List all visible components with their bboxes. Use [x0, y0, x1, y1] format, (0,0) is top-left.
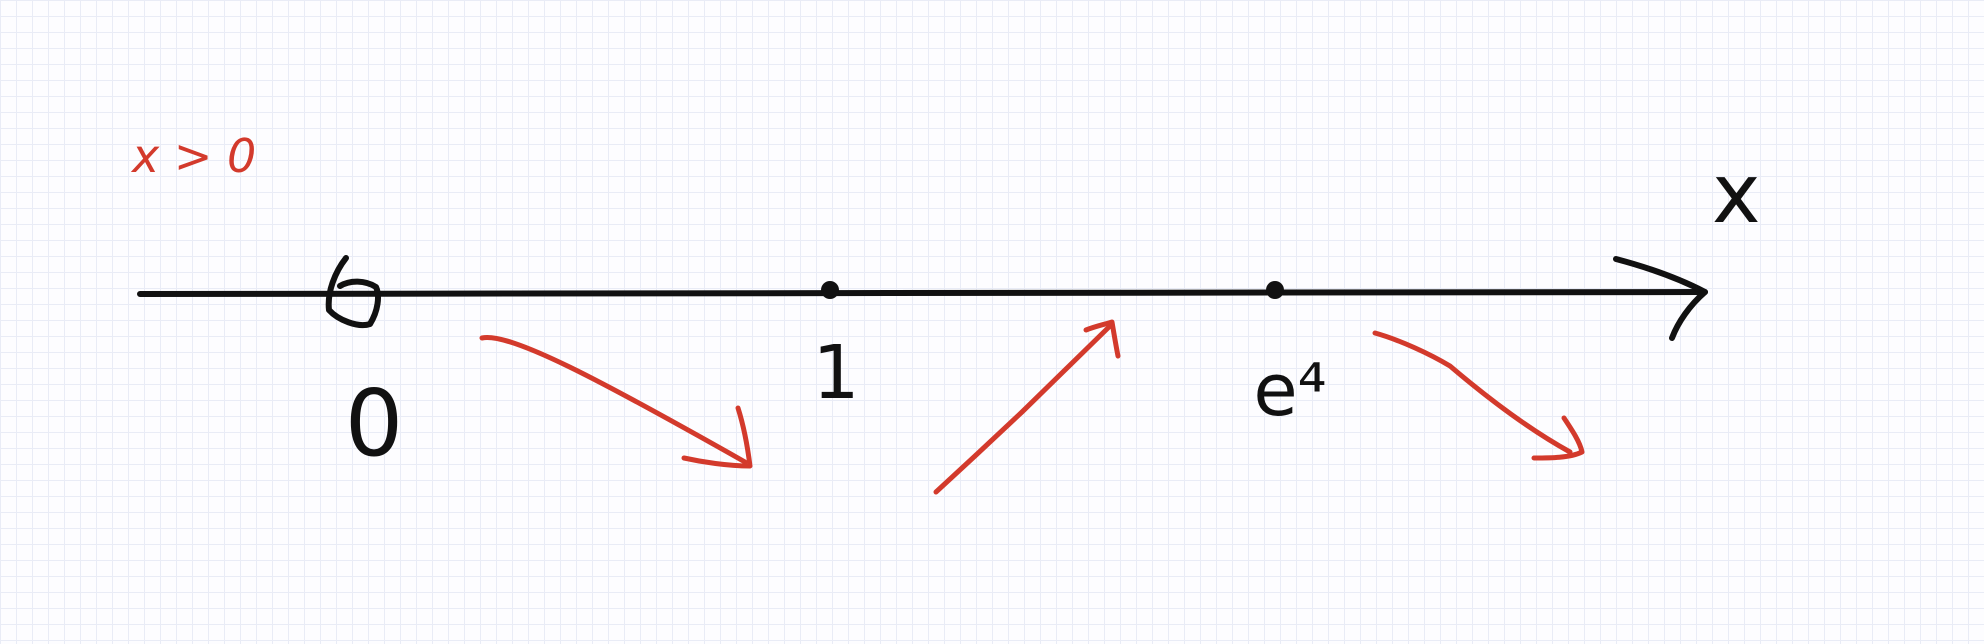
- open-point-zero: [325, 255, 381, 328]
- trend-arrow-decreasing-e4-inf: [1372, 330, 1585, 461]
- trend-arrow-increasing-1-e4: [933, 319, 1121, 495]
- label-e-to-the-fourth: e⁴: [1253, 348, 1326, 432]
- label-one: 1: [812, 330, 859, 416]
- axis-arrowhead: [1613, 256, 1708, 341]
- number-line-axis: [137, 289, 1708, 297]
- dot-point-one: [821, 281, 839, 299]
- domain-condition: x > 0: [130, 129, 256, 183]
- trend-arrow-decreasing-0-1: [479, 335, 753, 469]
- axis-variable-label: x: [1712, 147, 1761, 242]
- label-zero: 0: [345, 370, 404, 477]
- dot-point-e4: [1266, 281, 1284, 299]
